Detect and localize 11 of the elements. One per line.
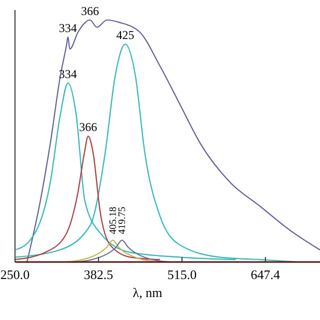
annotation: 366 xyxy=(80,4,99,18)
x-tick-label: 515.0 xyxy=(167,267,197,282)
annotation: 405.18 xyxy=(108,206,119,234)
x-axis-title: λ, nm xyxy=(132,285,162,300)
annotation: 419.75 xyxy=(116,206,128,234)
annotation: 366 xyxy=(79,120,98,134)
annotation: 334 xyxy=(58,20,77,35)
x-tick-label: 250.0 xyxy=(0,267,30,282)
annotation: 425 xyxy=(116,28,134,42)
x-tick-label: 647.4 xyxy=(250,267,281,282)
x-tick-label: 382.5 xyxy=(84,267,114,282)
